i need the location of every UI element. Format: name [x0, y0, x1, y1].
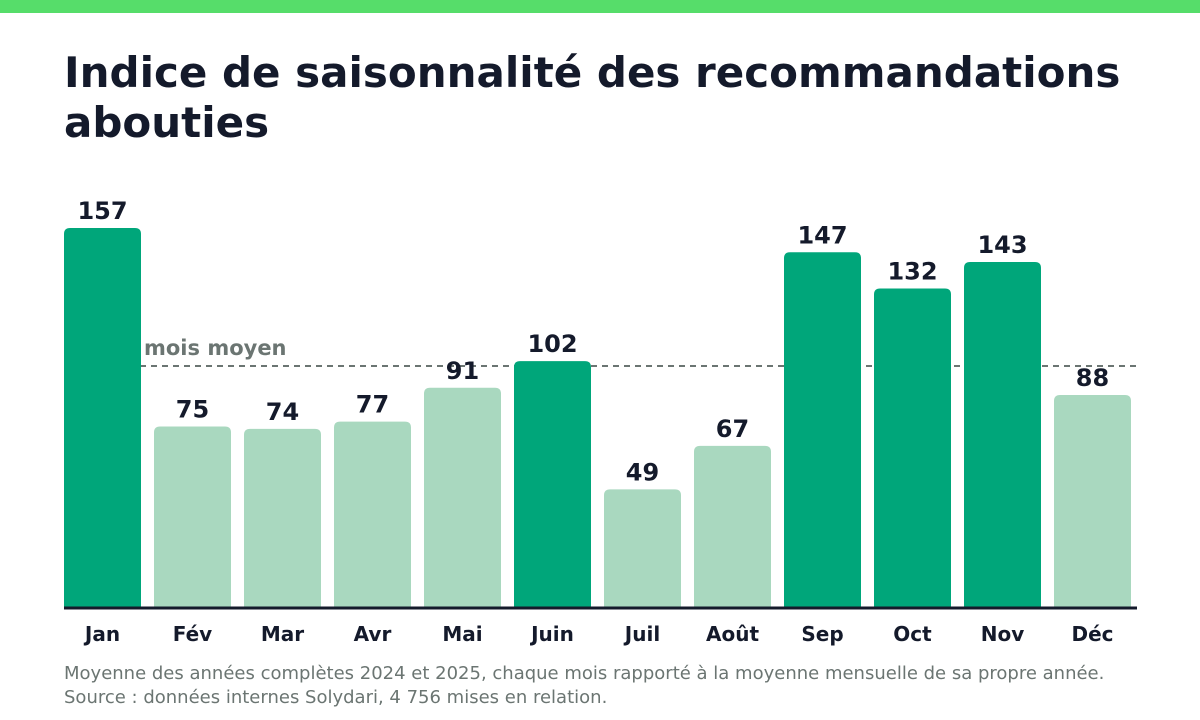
bar-Mai [424, 387, 501, 608]
bar-Sep [784, 252, 861, 608]
category-label: Juin [529, 622, 574, 646]
category-label: Sep [801, 622, 843, 646]
bar-Déc [1054, 395, 1131, 608]
value-label: 75 [176, 396, 209, 424]
bar-Jan [64, 228, 141, 608]
value-label: 88 [1076, 364, 1109, 392]
value-label: 157 [77, 197, 127, 225]
bar-chart: mois moyen 157 Jan 75 Fév 74 Mar 77 Avr 91 Mai 102… [64, 197, 1137, 646]
top-accent-bar [0, 0, 1200, 13]
value-label: 74 [266, 398, 299, 426]
value-label: 49 [626, 458, 659, 486]
value-label: 147 [797, 221, 847, 249]
bar-Oct [874, 288, 951, 608]
bar-Juin [514, 361, 591, 608]
category-label: Jan [83, 622, 120, 646]
bar-Fév [154, 426, 231, 608]
bar-Juil [604, 489, 681, 608]
bar-Avr [334, 421, 411, 608]
bar-Mar [244, 428, 321, 608]
bar-Août [694, 445, 771, 608]
category-label: Juil [623, 622, 660, 646]
category-label: Août [706, 622, 759, 646]
value-label: 77 [356, 391, 389, 419]
category-label: Mar [261, 622, 304, 646]
value-label: 102 [527, 330, 577, 358]
category-label: Fév [173, 622, 212, 646]
labels-group: 157 Jan 75 Fév 74 Mar 77 Avr 91 Mai 102 Juin 49 Juil 6… [77, 197, 1113, 646]
value-label: 143 [977, 231, 1027, 259]
category-label: Nov [981, 622, 1025, 646]
value-label: 67 [716, 415, 749, 443]
category-label: Déc [1071, 622, 1113, 646]
value-label: 132 [887, 258, 937, 286]
category-label: Mai [442, 622, 482, 646]
category-label: Avr [354, 622, 392, 646]
bars-group [64, 228, 1131, 608]
category-label: Oct [893, 622, 932, 646]
reference-line-label: mois moyen [144, 336, 287, 360]
chart-footnote: Moyenne des années complètes 2024 et 202… [64, 663, 1105, 708]
bar-Nov [964, 261, 1041, 608]
value-label: 91 [446, 357, 479, 385]
chart-title: Indice de saisonnalité des recommandatio… [64, 48, 1121, 147]
